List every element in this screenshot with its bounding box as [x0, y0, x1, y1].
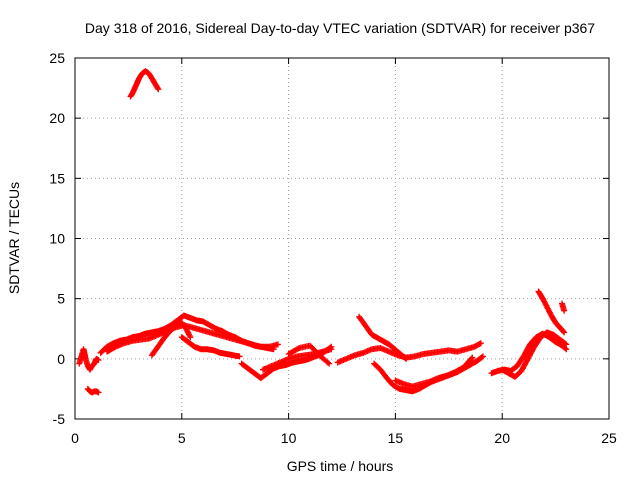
- data-point-marks: [84, 385, 102, 396]
- data-point-marks: [535, 288, 568, 336]
- data-series-arc-3: [148, 319, 194, 359]
- x-tick-label: 15: [388, 430, 404, 446]
- x-tick-label: 10: [281, 430, 297, 446]
- data-point-marks: [76, 346, 102, 373]
- data-point-marks: [559, 300, 568, 314]
- data-point-marks: [356, 313, 410, 362]
- data-point-marks: [392, 354, 476, 390]
- x-tick-label: 25: [601, 430, 617, 446]
- y-tick-label: 10: [49, 231, 65, 247]
- axis-ticks: [74, 57, 610, 420]
- data-marks: [76, 68, 570, 396]
- data-series-arc-early-low: [76, 346, 102, 373]
- data-series-arc-7: [285, 342, 333, 367]
- grid: [75, 58, 609, 419]
- x-tick-label: 0: [71, 430, 79, 446]
- y-tick-label: 15: [49, 170, 65, 186]
- data-point-marks: [178, 334, 243, 360]
- y-tick-label: 20: [49, 110, 65, 126]
- x-tick-label: 5: [178, 430, 186, 446]
- data-point-marks: [238, 343, 335, 382]
- data-point-marks: [127, 68, 162, 100]
- data-point-marks: [148, 319, 194, 359]
- data-point-marks: [334, 340, 484, 366]
- data-series-arc-13: [499, 329, 570, 380]
- data-series-arc-8: [334, 340, 484, 366]
- data-point-marks: [499, 329, 570, 380]
- data-point-marks: [285, 342, 333, 367]
- x-axis-label: GPS time / hours: [287, 458, 394, 474]
- x-tick-label: 20: [494, 430, 510, 446]
- data-series-arc-5: [238, 343, 335, 382]
- chart-title: Day 318 of 2016, Sidereal Day-to-day VTE…: [85, 20, 595, 36]
- data-series-arc-14: [535, 288, 568, 336]
- y-tick-labels: -5 0 5 10 15 20 25: [49, 50, 65, 427]
- data-series-arc-15: [559, 300, 568, 314]
- y-tick-label: -5: [53, 411, 66, 427]
- data-series-arc-high: [127, 68, 162, 100]
- data-series-arc-9: [356, 313, 410, 362]
- x-tick-labels: 0 5 10 15 20 25: [71, 430, 617, 446]
- y-axis-label: SDTVAR / TECUs: [6, 182, 22, 294]
- y-tick-label: 5: [57, 291, 65, 307]
- data-series-arc-4: [178, 334, 243, 360]
- data-series-arc-11: [392, 354, 476, 390]
- data-series-arc-short-dip: [84, 385, 102, 396]
- y-tick-label: 0: [57, 351, 65, 367]
- y-tick-label: 25: [49, 50, 65, 66]
